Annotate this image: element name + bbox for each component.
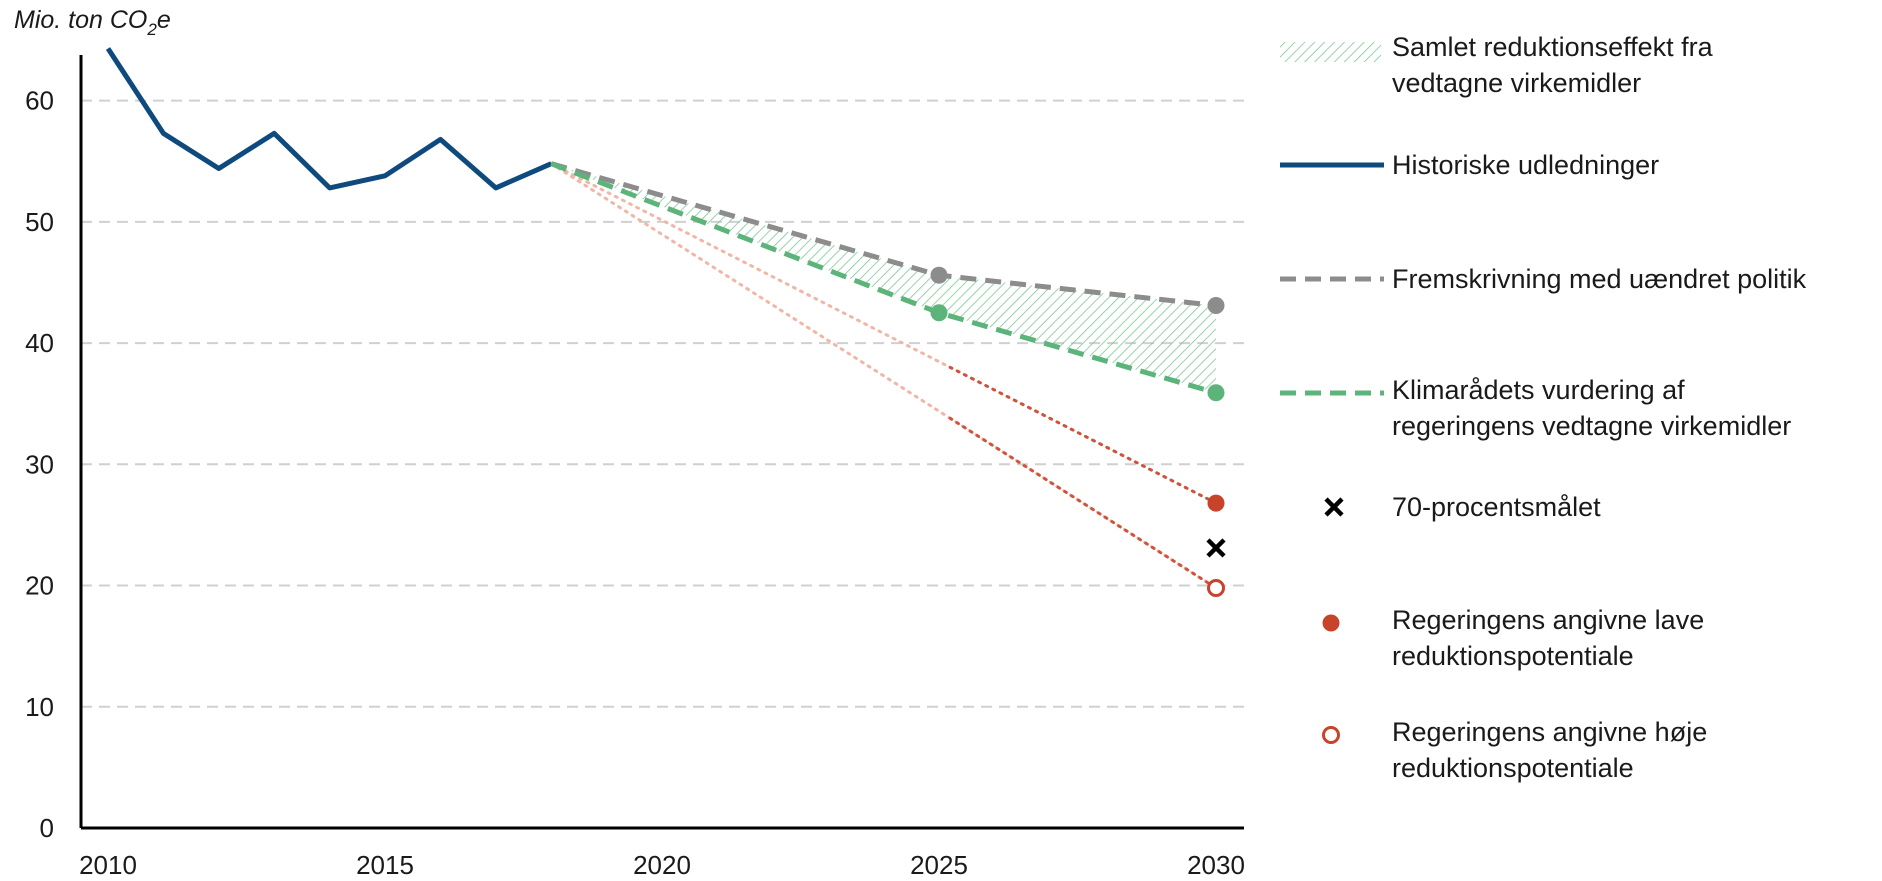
legend-item-hatch: Samlet reduktionseffekt fra vedtagne virk… [1280,32,1714,98]
legend-label: reduktionspotentiale [1392,753,1634,783]
x-tick-label: 2030 [1187,850,1245,880]
legend-label: Regeringens angivne lave [1392,605,1704,635]
legend-label: Regeringens angivne høje [1392,717,1707,747]
legend-swatch-hatch [1280,42,1381,62]
target-marker-stroke-b [1206,538,1226,558]
legend: Samlet reduktionseffekt fra vedtagne virk… [1280,32,1807,783]
legend-label: Samlet reduktionseffekt fra [1392,32,1714,62]
high-potential-point [1207,578,1225,597]
high-potential-line [549,162,1218,590]
legend-item-high_potential: Regeringens angivne høje reduktionspotent… [1322,717,1707,783]
legend-item-low_potential: Regeringens angivne lave reduktionspotent… [1322,605,1704,671]
legend-item-projection: Fremskrivning med uændret politik [1280,264,1807,294]
legend-item-assessment: Klimarådets vurdering af regeringens vedt… [1280,375,1791,441]
x-tick-label: 2010 [79,850,137,880]
y-tick-label: 40 [25,328,54,358]
y-tick-label: 30 [25,449,54,479]
target-marker [1206,538,1226,558]
assessment-point [1207,384,1225,402]
projection-point [1207,296,1225,314]
low-potential-line-dark [948,365,1218,505]
legend-label: Historiske udledninger [1392,150,1659,180]
projection-point [930,266,948,284]
reduction-area [551,163,1216,393]
x-tick-label: 2025 [910,850,968,880]
legend-swatch-high-potential [1322,726,1340,744]
y-tick-label: 60 [25,86,54,116]
legend-label: 70-procentsmålet [1392,492,1601,522]
legend-label: Klimarådets vurdering af [1392,375,1685,405]
y-tick-label: 10 [25,692,54,722]
x-tick-label: 2020 [633,850,691,880]
y-tick-label: 50 [25,207,54,237]
grid-lines [81,99,1244,708]
axes [79,55,1244,830]
high-potential-line-dark [948,416,1218,590]
legend-item-historical: Historiske udledninger [1280,150,1659,180]
legend-label: reduktionspotentiale [1392,641,1634,671]
unit-tail: e [157,6,171,34]
historical-line [105,47,553,191]
y-tick-label: 20 [25,571,54,601]
y-unit-label: Mio. ton CO2e [14,6,171,39]
legend-label: Fremskrivning med uændret politik [1392,264,1807,294]
assessment-point [930,304,948,322]
legend-label: vedtagne virkemidler [1392,68,1641,98]
x-tick-label: 2015 [356,850,414,880]
legend-swatch-target-b [1324,497,1344,517]
reduction-effect-area [551,163,1216,393]
legend-label: regeringens vedtagne virkemidler [1392,411,1791,441]
legend-swatch-low-potential [1322,614,1340,632]
unit-subscript: 2 [146,20,157,39]
series-markers [930,266,1226,597]
legend-item-target: 70-procentsmålet [1324,492,1601,522]
low-potential-point [1207,494,1225,512]
y-tick-label: 0 [40,813,54,843]
